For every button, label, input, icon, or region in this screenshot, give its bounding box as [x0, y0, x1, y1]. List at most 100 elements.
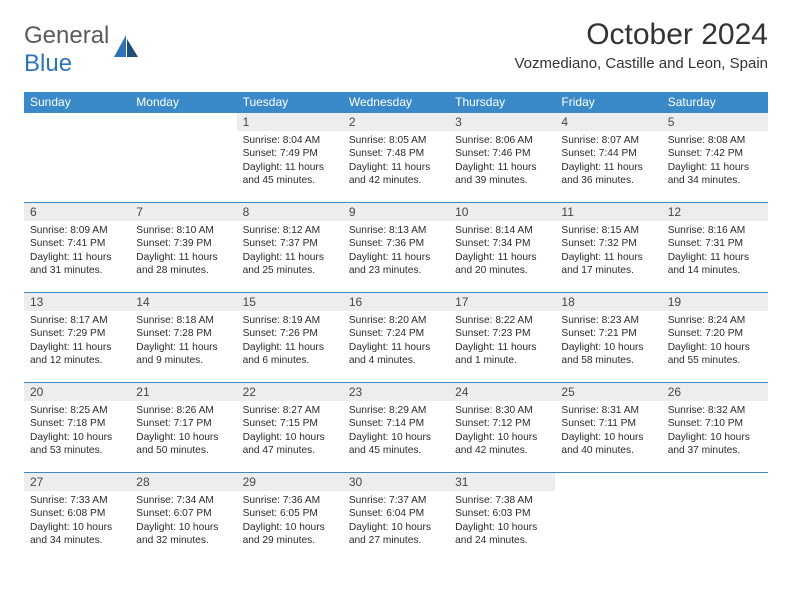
- sunrise-text: Sunrise: 8:05 AM: [349, 134, 443, 147]
- sunset-text: Sunset: 7:26 PM: [243, 327, 337, 340]
- logo-word-blue: Blue: [24, 50, 72, 77]
- sunrise-text: Sunrise: 8:16 AM: [668, 224, 762, 237]
- calendar-cell: 27Sunrise: 7:33 AMSunset: 6:08 PMDayligh…: [24, 473, 130, 563]
- day-details: Sunrise: 8:23 AMSunset: 7:21 PMDaylight:…: [555, 311, 661, 374]
- calendar-cell: 26Sunrise: 8:32 AMSunset: 7:10 PMDayligh…: [662, 383, 768, 473]
- sunset-text: Sunset: 7:17 PM: [136, 417, 230, 430]
- calendar-week-row: 6Sunrise: 8:09 AMSunset: 7:41 PMDaylight…: [24, 203, 768, 293]
- calendar-cell: 4Sunrise: 8:07 AMSunset: 7:44 PMDaylight…: [555, 113, 661, 203]
- sunset-text: Sunset: 7:49 PM: [243, 147, 337, 160]
- daylight-text: Daylight: 10 hours and 42 minutes.: [455, 431, 549, 458]
- day-details: Sunrise: 7:38 AMSunset: 6:03 PMDaylight:…: [449, 491, 555, 554]
- daylight-text: Daylight: 10 hours and 53 minutes.: [30, 431, 124, 458]
- day-header: Sunday: [24, 92, 130, 113]
- sunset-text: Sunset: 6:04 PM: [349, 507, 443, 520]
- day-number: [130, 113, 236, 131]
- sunrise-text: Sunrise: 8:08 AM: [668, 134, 762, 147]
- day-number: 17: [449, 293, 555, 311]
- sunrise-text: Sunrise: 8:29 AM: [349, 404, 443, 417]
- sunrise-text: Sunrise: 7:37 AM: [349, 494, 443, 507]
- day-number: 11: [555, 203, 661, 221]
- day-details: Sunrise: 7:37 AMSunset: 6:04 PMDaylight:…: [343, 491, 449, 554]
- sunset-text: Sunset: 7:36 PM: [349, 237, 443, 250]
- daylight-text: Daylight: 11 hours and 28 minutes.: [136, 251, 230, 278]
- calendar-cell: 10Sunrise: 8:14 AMSunset: 7:34 PMDayligh…: [449, 203, 555, 293]
- calendar-cell: 2Sunrise: 8:05 AMSunset: 7:48 PMDaylight…: [343, 113, 449, 203]
- sunset-text: Sunset: 7:23 PM: [455, 327, 549, 340]
- calendar-cell: 9Sunrise: 8:13 AMSunset: 7:36 PMDaylight…: [343, 203, 449, 293]
- sunrise-text: Sunrise: 8:17 AM: [30, 314, 124, 327]
- day-header: Thursday: [449, 92, 555, 113]
- calendar-week-row: 27Sunrise: 7:33 AMSunset: 6:08 PMDayligh…: [24, 473, 768, 563]
- daylight-text: Daylight: 10 hours and 37 minutes.: [668, 431, 762, 458]
- daylight-text: Daylight: 11 hours and 1 minute.: [455, 341, 549, 368]
- day-details: Sunrise: 8:08 AMSunset: 7:42 PMDaylight:…: [662, 131, 768, 194]
- sunset-text: Sunset: 7:39 PM: [136, 237, 230, 250]
- sunset-text: Sunset: 7:32 PM: [561, 237, 655, 250]
- sunset-text: Sunset: 7:28 PM: [136, 327, 230, 340]
- calendar-cell: 16Sunrise: 8:20 AMSunset: 7:24 PMDayligh…: [343, 293, 449, 383]
- sunrise-text: Sunrise: 8:18 AM: [136, 314, 230, 327]
- daylight-text: Daylight: 11 hours and 42 minutes.: [349, 161, 443, 188]
- day-details: Sunrise: 8:12 AMSunset: 7:37 PMDaylight:…: [237, 221, 343, 284]
- month-title: October 2024: [514, 18, 768, 52]
- day-number: 14: [130, 293, 236, 311]
- day-details: Sunrise: 8:16 AMSunset: 7:31 PMDaylight:…: [662, 221, 768, 284]
- daylight-text: Daylight: 10 hours and 45 minutes.: [349, 431, 443, 458]
- day-number: 5: [662, 113, 768, 131]
- calendar-cell: 19Sunrise: 8:24 AMSunset: 7:20 PMDayligh…: [662, 293, 768, 383]
- calendar-cell: 13Sunrise: 8:17 AMSunset: 7:29 PMDayligh…: [24, 293, 130, 383]
- calendar-cell: 1Sunrise: 8:04 AMSunset: 7:49 PMDaylight…: [237, 113, 343, 203]
- sunset-text: Sunset: 7:24 PM: [349, 327, 443, 340]
- day-details: Sunrise: 8:30 AMSunset: 7:12 PMDaylight:…: [449, 401, 555, 464]
- day-header: Wednesday: [343, 92, 449, 113]
- day-number: 18: [555, 293, 661, 311]
- day-header: Tuesday: [237, 92, 343, 113]
- calendar-cell: 22Sunrise: 8:27 AMSunset: 7:15 PMDayligh…: [237, 383, 343, 473]
- calendar-cell: 21Sunrise: 8:26 AMSunset: 7:17 PMDayligh…: [130, 383, 236, 473]
- sunset-text: Sunset: 7:14 PM: [349, 417, 443, 430]
- sunrise-text: Sunrise: 7:36 AM: [243, 494, 337, 507]
- daylight-text: Daylight: 11 hours and 23 minutes.: [349, 251, 443, 278]
- calendar-cell: 12Sunrise: 8:16 AMSunset: 7:31 PMDayligh…: [662, 203, 768, 293]
- day-details: Sunrise: 8:22 AMSunset: 7:23 PMDaylight:…: [449, 311, 555, 374]
- day-number: 2: [343, 113, 449, 131]
- day-details: Sunrise: 8:18 AMSunset: 7:28 PMDaylight:…: [130, 311, 236, 374]
- daylight-text: Daylight: 10 hours and 29 minutes.: [243, 521, 337, 548]
- day-details: Sunrise: 8:31 AMSunset: 7:11 PMDaylight:…: [555, 401, 661, 464]
- sunset-text: Sunset: 7:15 PM: [243, 417, 337, 430]
- day-number: [24, 113, 130, 131]
- day-number: 16: [343, 293, 449, 311]
- logo-text: General Blue: [24, 22, 109, 78]
- day-details: Sunrise: 8:26 AMSunset: 7:17 PMDaylight:…: [130, 401, 236, 464]
- calendar-cell: 31Sunrise: 7:38 AMSunset: 6:03 PMDayligh…: [449, 473, 555, 563]
- sunrise-text: Sunrise: 8:32 AM: [668, 404, 762, 417]
- day-details: Sunrise: 8:14 AMSunset: 7:34 PMDaylight:…: [449, 221, 555, 284]
- daylight-text: Daylight: 10 hours and 50 minutes.: [136, 431, 230, 458]
- sunset-text: Sunset: 7:44 PM: [561, 147, 655, 160]
- calendar-cell: 7Sunrise: 8:10 AMSunset: 7:39 PMDaylight…: [130, 203, 236, 293]
- daylight-text: Daylight: 11 hours and 4 minutes.: [349, 341, 443, 368]
- sunrise-text: Sunrise: 8:04 AM: [243, 134, 337, 147]
- sunset-text: Sunset: 7:41 PM: [30, 237, 124, 250]
- daylight-text: Daylight: 11 hours and 34 minutes.: [668, 161, 762, 188]
- calendar-cell: 29Sunrise: 7:36 AMSunset: 6:05 PMDayligh…: [237, 473, 343, 563]
- day-number: 30: [343, 473, 449, 491]
- daylight-text: Daylight: 10 hours and 58 minutes.: [561, 341, 655, 368]
- daylight-text: Daylight: 11 hours and 31 minutes.: [30, 251, 124, 278]
- sunrise-text: Sunrise: 7:38 AM: [455, 494, 549, 507]
- calendar-cell: 3Sunrise: 8:06 AMSunset: 7:46 PMDaylight…: [449, 113, 555, 203]
- day-details: Sunrise: 8:07 AMSunset: 7:44 PMDaylight:…: [555, 131, 661, 194]
- daylight-text: Daylight: 11 hours and 14 minutes.: [668, 251, 762, 278]
- day-number: 22: [237, 383, 343, 401]
- sunrise-text: Sunrise: 7:34 AM: [136, 494, 230, 507]
- sunset-text: Sunset: 7:18 PM: [30, 417, 124, 430]
- day-header: Friday: [555, 92, 661, 113]
- day-number: 13: [24, 293, 130, 311]
- day-number: 26: [662, 383, 768, 401]
- calendar-cell: 25Sunrise: 8:31 AMSunset: 7:11 PMDayligh…: [555, 383, 661, 473]
- day-number: 20: [24, 383, 130, 401]
- day-details: Sunrise: 7:36 AMSunset: 6:05 PMDaylight:…: [237, 491, 343, 554]
- day-number: 3: [449, 113, 555, 131]
- day-details: Sunrise: 8:09 AMSunset: 7:41 PMDaylight:…: [24, 221, 130, 284]
